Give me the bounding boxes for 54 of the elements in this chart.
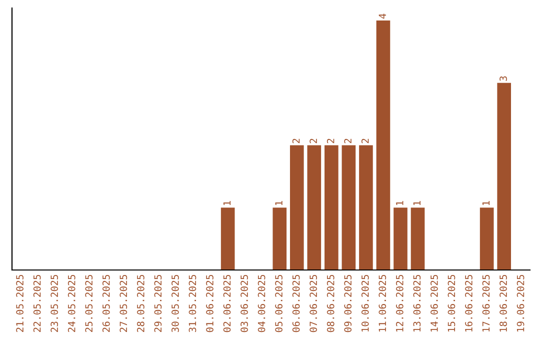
bar xyxy=(342,145,356,270)
x-tick-label: 24.05.2025 xyxy=(68,274,76,332)
x-tick-label: 01.06.2025 xyxy=(206,274,214,332)
bar xyxy=(290,145,304,270)
x-tick-label: 02.06.2025 xyxy=(223,274,231,332)
bar xyxy=(220,208,235,270)
x-tick-label: 14.06.2025 xyxy=(430,274,438,332)
x-tick-label: 29.05.2025 xyxy=(154,274,162,332)
x-tick-label: 16.06.2025 xyxy=(465,274,472,332)
data-label: 1 xyxy=(223,201,231,206)
data-label: 1 xyxy=(396,201,404,206)
bar xyxy=(272,208,287,270)
x-tick-label: 07.06.2025 xyxy=(310,274,318,332)
x-tick-label: 23.05.2025 xyxy=(50,274,58,332)
x-tick-label: 26.05.2025 xyxy=(102,274,110,332)
x-tick-label: 12.06.2025 xyxy=(396,274,404,332)
bar xyxy=(394,208,408,270)
x-tick-label: 09.06.2025 xyxy=(344,274,352,332)
data-label: 2 xyxy=(344,138,352,144)
x-tick-label: 28.05.2025 xyxy=(136,274,144,332)
data-label: 2 xyxy=(310,138,317,144)
bar xyxy=(307,145,322,270)
x-tick-label: 22.05.2025 xyxy=(33,274,41,332)
x-tick-label: 13.06.2025 xyxy=(413,274,421,332)
x-tick-label: 19.06.2025 xyxy=(516,274,524,332)
x-tick-label: 08.06.2025 xyxy=(326,274,334,332)
data-label: 1 xyxy=(413,201,420,206)
x-tick-label: 03.06.2025 xyxy=(240,274,248,332)
bar xyxy=(410,208,425,270)
data-label: 1 xyxy=(482,201,490,206)
x-tick-label: 06.06.2025 xyxy=(292,274,300,332)
bar xyxy=(324,145,338,270)
data-label: 2 xyxy=(326,138,334,144)
x-tick-label: 17.06.2025 xyxy=(482,274,490,332)
x-tick-label: 11.06.2025 xyxy=(378,274,386,332)
data-label: 3 xyxy=(500,76,507,81)
data-label: 2 xyxy=(361,138,369,144)
x-tick-label: 10.06.2025 xyxy=(361,274,369,332)
data-label: 2 xyxy=(292,138,300,144)
bar xyxy=(376,20,390,270)
bar xyxy=(497,82,512,270)
x-tick-label: 27.05.2025 xyxy=(120,274,128,332)
x-tick-label: 25.05.2025 xyxy=(85,274,93,332)
bar xyxy=(359,145,373,270)
x-tick-label: 30.05.2025 xyxy=(172,274,179,332)
x-tick-label: 04.06.2025 xyxy=(258,274,266,332)
x-tick-label: 15.06.2025 xyxy=(448,274,456,332)
x-tick-label: 31.05.2025 xyxy=(188,274,196,332)
data-label: 4 xyxy=(378,14,386,19)
data-label: 1 xyxy=(275,201,282,206)
x-tick-label: 18.06.2025 xyxy=(500,274,507,332)
bar xyxy=(480,208,494,270)
x-tick-label: 05.06.2025 xyxy=(275,274,282,332)
x-tick-label: 21.05.2025 xyxy=(16,274,24,332)
